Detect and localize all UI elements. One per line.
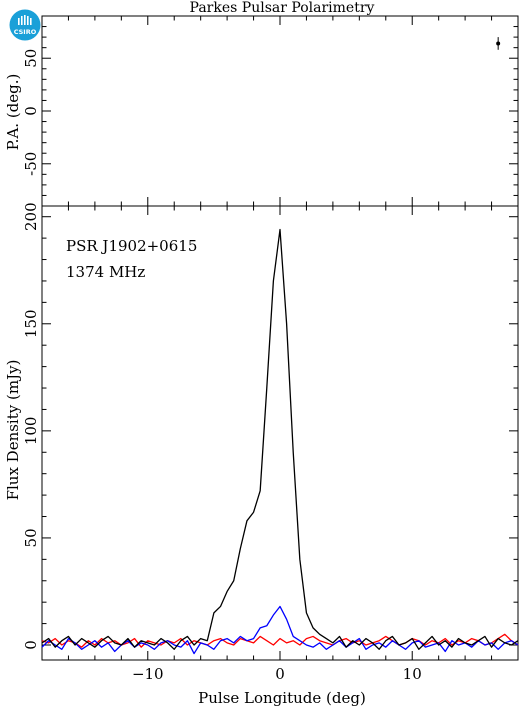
total-intensity-line: [41, 228, 519, 650]
y-tick-label: 150: [22, 309, 40, 338]
logo-text: CSIRO: [14, 28, 37, 36]
x-tick-label: 10: [403, 665, 422, 683]
y-tick-label: 0: [22, 640, 40, 650]
frequency-annotation: 1374 MHz: [66, 263, 145, 281]
pa-axis-label: P.A. (deg.): [4, 74, 22, 151]
pulsar-name-annotation: PSR J1902+0615: [66, 237, 197, 255]
y-tick-label: 200: [22, 202, 40, 231]
y-tick-label: 100: [22, 417, 40, 446]
flux-axis-label: Flux Density (mJy): [4, 360, 22, 501]
x-axis-label: Pulse Longitude (deg): [198, 689, 366, 707]
chart-title: Parkes Pulsar Polarimetry: [190, 0, 375, 16]
y-tick-label: 50: [22, 528, 40, 547]
flux-profile-panel: 0 50 100 150 200 −10 0 10: [22, 202, 519, 683]
y-tick-label: 0: [22, 106, 40, 116]
y-tick-label: 50: [22, 49, 40, 68]
y-tick-label: -50: [22, 152, 40, 176]
x-tick-label: 0: [275, 665, 285, 683]
circular-polarization-line: [41, 605, 519, 655]
pa-point: [496, 41, 501, 46]
csiro-logo: CSIRO: [9, 9, 41, 41]
x-tick-label: −10: [132, 665, 164, 683]
position-angle-panel: -50 0 50: [22, 15, 519, 207]
plot-frame: [41, 15, 519, 207]
